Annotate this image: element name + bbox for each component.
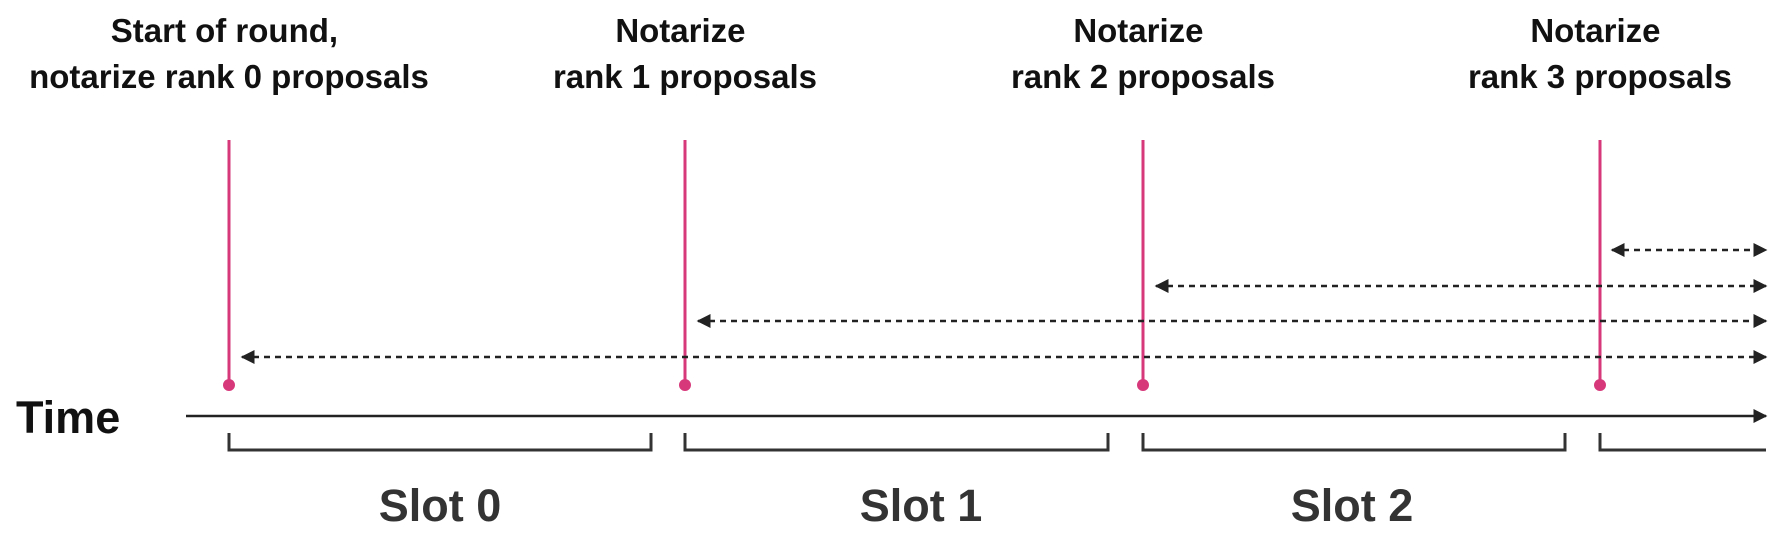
slot-label-2: Slot 2	[1291, 480, 1414, 531]
slot-bracket-2	[1141, 433, 1567, 452]
time-axis-label: Time	[16, 392, 120, 443]
marker-dot-0	[223, 379, 235, 391]
marker-label-1-line1: Notarize	[615, 12, 745, 49]
slot-label-0: Slot 0	[379, 480, 502, 531]
slot-bracket-1	[683, 433, 1110, 452]
marker-label-3-line2: rank 3 proposals	[1468, 58, 1732, 95]
marker-dot-3	[1594, 379, 1606, 391]
marker-dot-1	[679, 379, 691, 391]
marker-label-0-line1: Start of round,	[111, 12, 338, 49]
marker-label-1: Notarize rank 1 proposals	[553, 12, 817, 95]
slot-label-1: Slot 1	[860, 480, 983, 531]
marker-label-0-line2: notarize rank 0 proposals	[29, 58, 429, 95]
marker-label-3-line1: Notarize	[1530, 12, 1660, 49]
marker-label-3: Notarize rank 3 proposals	[1468, 12, 1732, 95]
marker-label-2: Notarize rank 2 proposals	[1011, 12, 1275, 95]
marker-label-2-line2: rank 2 proposals	[1011, 58, 1275, 95]
slot-bracket-0	[227, 433, 653, 452]
marker-label-1-line2: rank 1 proposals	[553, 58, 817, 95]
marker-dot-2	[1137, 379, 1149, 391]
marker-label-0: Start of round, notarize rank 0 proposal…	[29, 12, 429, 95]
marker-label-2-line1: Notarize	[1073, 12, 1203, 49]
slot-bracket-3	[1598, 433, 1766, 452]
